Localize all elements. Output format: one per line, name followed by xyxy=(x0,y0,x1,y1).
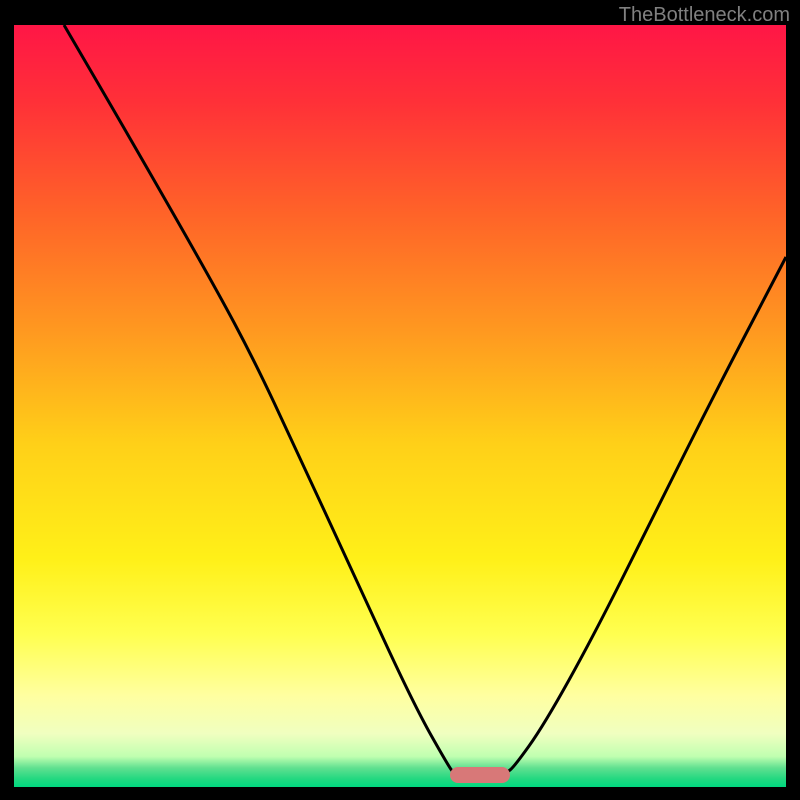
chart-container: TheBottleneck.com xyxy=(0,0,800,800)
bottleneck-curve xyxy=(14,25,786,787)
optimal-marker xyxy=(450,767,510,783)
plot-area xyxy=(14,25,786,787)
curve-left-branch xyxy=(64,25,454,773)
curve-right-branch xyxy=(506,257,786,773)
watermark-text: TheBottleneck.com xyxy=(619,4,790,27)
